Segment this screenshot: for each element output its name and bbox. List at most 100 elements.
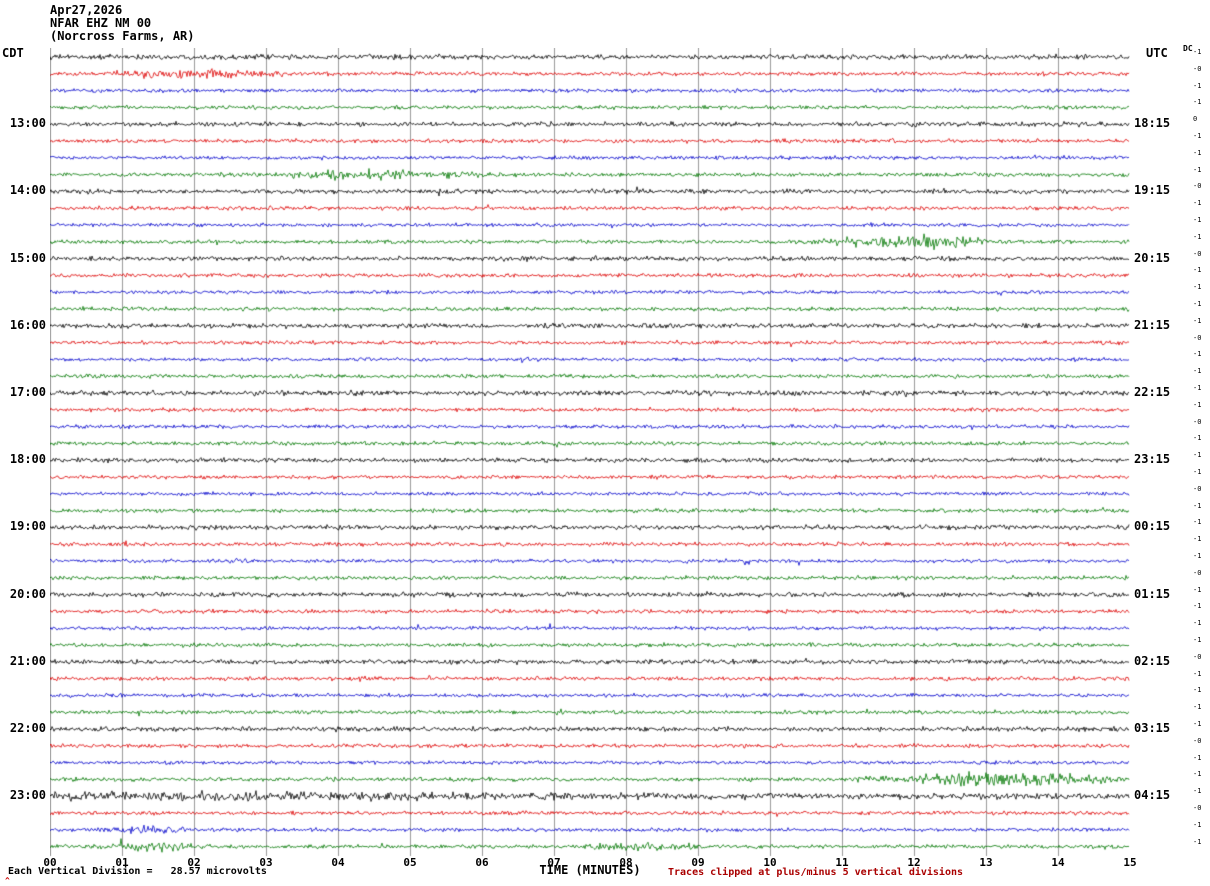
dc-offset-value: -1 [1193, 266, 1202, 275]
scale-label: Each Vertical Division = [8, 866, 153, 877]
dc-offset-value: -1 [1193, 81, 1202, 90]
hour-label-cdt: 19:00 [9, 519, 46, 534]
dc-offset-value: -1 [1193, 602, 1202, 611]
hour-label-utc: 03:15 [1134, 721, 1171, 735]
dc-offset-value: -1 [1193, 787, 1202, 796]
dc-offset-value: -1 [1193, 753, 1202, 762]
x-tick-label: 06 [475, 856, 489, 869]
x-tick-label: 14 [1051, 856, 1065, 869]
dc-offset-value: -1 [1193, 98, 1202, 107]
dc-offset-value: -0 [1193, 182, 1202, 191]
dc-offset-value: -1 [1193, 232, 1202, 241]
dc-offset-value: -0 [1193, 736, 1202, 745]
x-tick-label: 12 [907, 856, 921, 869]
hour-label-utc: 20:15 [1134, 250, 1171, 265]
hour-label-utc: 02:15 [1134, 653, 1171, 668]
x-tick-label: 02 [187, 856, 201, 869]
dc-offset-value: -1 [1193, 619, 1202, 628]
x-tick-label: 09 [691, 856, 705, 869]
x-tick-label: 13 [979, 856, 993, 869]
hour-label-utc: 19:15 [1134, 183, 1171, 198]
hour-label-cdt: 21:00 [9, 653, 46, 668]
hour-label-utc: 18:15 [1134, 116, 1171, 131]
dc-offset-header: DC [1183, 44, 1193, 53]
dc-offset-value: -1 [1193, 165, 1202, 174]
x-tick-label: 04 [331, 856, 345, 869]
dc-offset-value: -1 [1193, 132, 1202, 140]
x-axis-title: TIME (MINUTES) [539, 863, 641, 877]
hour-label-utc: 04:15 [1134, 788, 1171, 803]
dc-offset-value: -1 [1193, 686, 1202, 695]
dc-offset-value: -0 [1193, 804, 1202, 812]
dc-offset-value: -1 [1193, 434, 1202, 443]
dc-offset-value: -1 [1193, 636, 1202, 644]
dc-offset-value: -1 [1193, 535, 1202, 544]
dc-offset-value: -1 [1193, 703, 1202, 712]
dc-offset-value: -1 [1193, 148, 1202, 157]
dc-offset-value: -1 [1193, 283, 1202, 292]
hour-label-utc: 00:15 [1134, 519, 1171, 534]
dc-offset-value: -0 [1193, 64, 1202, 73]
dc-offset-value: -0 [1193, 652, 1202, 661]
dc-offset-value: 0 [1193, 115, 1198, 124]
seismogram-plot [50, 48, 1130, 860]
hour-label-cdt: 13:00 [9, 116, 46, 131]
hour-label-cdt: 14:00 [9, 183, 46, 198]
dc-offset-value: -1 [1193, 300, 1202, 308]
left-timezone-label: CDT [2, 46, 24, 60]
hour-label-cdt: 16:00 [9, 317, 46, 332]
x-tick-label: 07 [547, 856, 561, 869]
dc-offset-value: -1 [1193, 451, 1202, 460]
x-tick-label: 15 [1123, 856, 1137, 869]
dc-offset-value: -1 [1193, 837, 1202, 846]
dc-offset-value: -1 [1193, 384, 1202, 392]
dc-offset-value: -1 [1193, 367, 1202, 376]
dc-offset-value: -1 [1193, 669, 1202, 678]
x-tick-label: 05 [403, 856, 417, 869]
dc-offset-value: -1 [1193, 216, 1202, 224]
x-tick-label: 08 [619, 856, 633, 869]
dc-offset-value: -1 [1193, 820, 1202, 829]
dc-offset-value: -1 [1193, 199, 1202, 208]
x-tick-label: 10 [763, 856, 777, 869]
header-station: NFAR EHZ NM 00 [50, 16, 152, 30]
dc-offset-value: -1 [1193, 48, 1202, 56]
dc-offset-value: -0 [1193, 249, 1202, 258]
clip-note: Traces clipped at plus/minus 5 vertical … [668, 867, 964, 878]
dc-offset-value: -1 [1193, 552, 1202, 560]
hour-label-utc: 23:15 [1134, 452, 1171, 467]
header-location: (Norcross Farms, AR) [50, 29, 195, 43]
header-date: Apr27,2026 [50, 3, 123, 17]
hour-label-cdt: 22:00 [9, 721, 46, 735]
hour-label-cdt: 15:00 [9, 250, 46, 265]
hour-label-utc: 22:15 [1134, 385, 1171, 399]
dc-offset-value: -1 [1193, 501, 1202, 510]
hour-label-cdt: 17:00 [9, 385, 46, 399]
scale-value: 28.57 microvolts [170, 866, 267, 877]
right-timezone-label: UTC [1146, 46, 1168, 60]
dc-offset-value: -1 [1193, 468, 1202, 476]
scale-note: Each Vertical Division = 28.57 microvolt… [8, 866, 267, 877]
dc-offset-value: -0 [1193, 568, 1202, 577]
dc-offset-value: -0 [1193, 333, 1202, 342]
dc-offset-value: -1 [1193, 518, 1202, 527]
x-tick-label: 11 [835, 856, 849, 869]
x-tick-label: 03 [259, 856, 273, 869]
dc-offset-value: -1 [1193, 720, 1202, 728]
dc-offset-value: -1 [1193, 350, 1202, 359]
dc-offset-value: -1 [1193, 585, 1202, 594]
hour-label-cdt: 23:00 [9, 788, 46, 803]
dc-offset-value: -0 [1193, 417, 1202, 426]
corner-mark: ^ [5, 876, 10, 885]
hour-label-utc: 21:15 [1134, 317, 1171, 332]
hour-label-cdt: 18:00 [9, 452, 46, 467]
hour-label-utc: 01:15 [1134, 586, 1171, 601]
dc-offset-value: -1 [1193, 316, 1202, 325]
hour-label-cdt: 20:00 [9, 586, 46, 601]
dc-offset-value: -1 [1193, 400, 1202, 409]
dc-offset-value: -0 [1193, 484, 1202, 493]
x-tick-label: 00 [43, 856, 57, 869]
x-tick-label: 01 [115, 856, 129, 869]
dc-offset-value: -1 [1193, 770, 1202, 779]
